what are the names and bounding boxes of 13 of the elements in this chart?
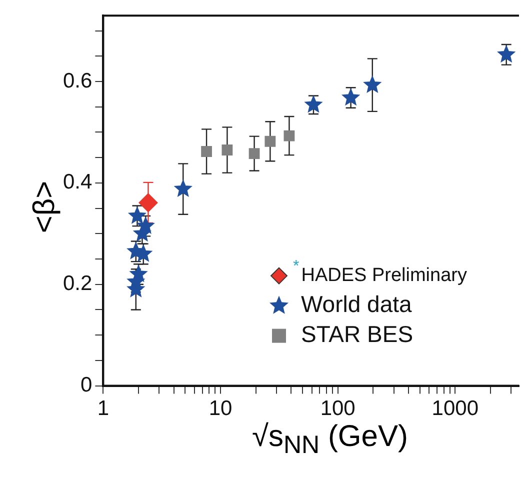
- x-axis-title: √s$_{NN}$ (GeV): [251, 420, 409, 460]
- y-axis-title: <β>: [28, 180, 62, 236]
- legend-label: STAR BES: [301, 321, 414, 348]
- y-tick-label: 0: [80, 374, 92, 397]
- legend-label: World data: [301, 291, 412, 318]
- x-tick-label: 100: [320, 397, 356, 420]
- legend-label: *HADES Preliminary: [293, 258, 468, 286]
- x-tick-label: 10: [208, 397, 232, 420]
- y-tick-label: 0.2: [62, 272, 92, 296]
- x-tick-label: 1: [97, 397, 110, 420]
- y-tick-label: 0.6: [62, 69, 92, 92]
- x-tick-label: 1000: [432, 397, 479, 420]
- y-tick-label: 0.4: [62, 170, 93, 194]
